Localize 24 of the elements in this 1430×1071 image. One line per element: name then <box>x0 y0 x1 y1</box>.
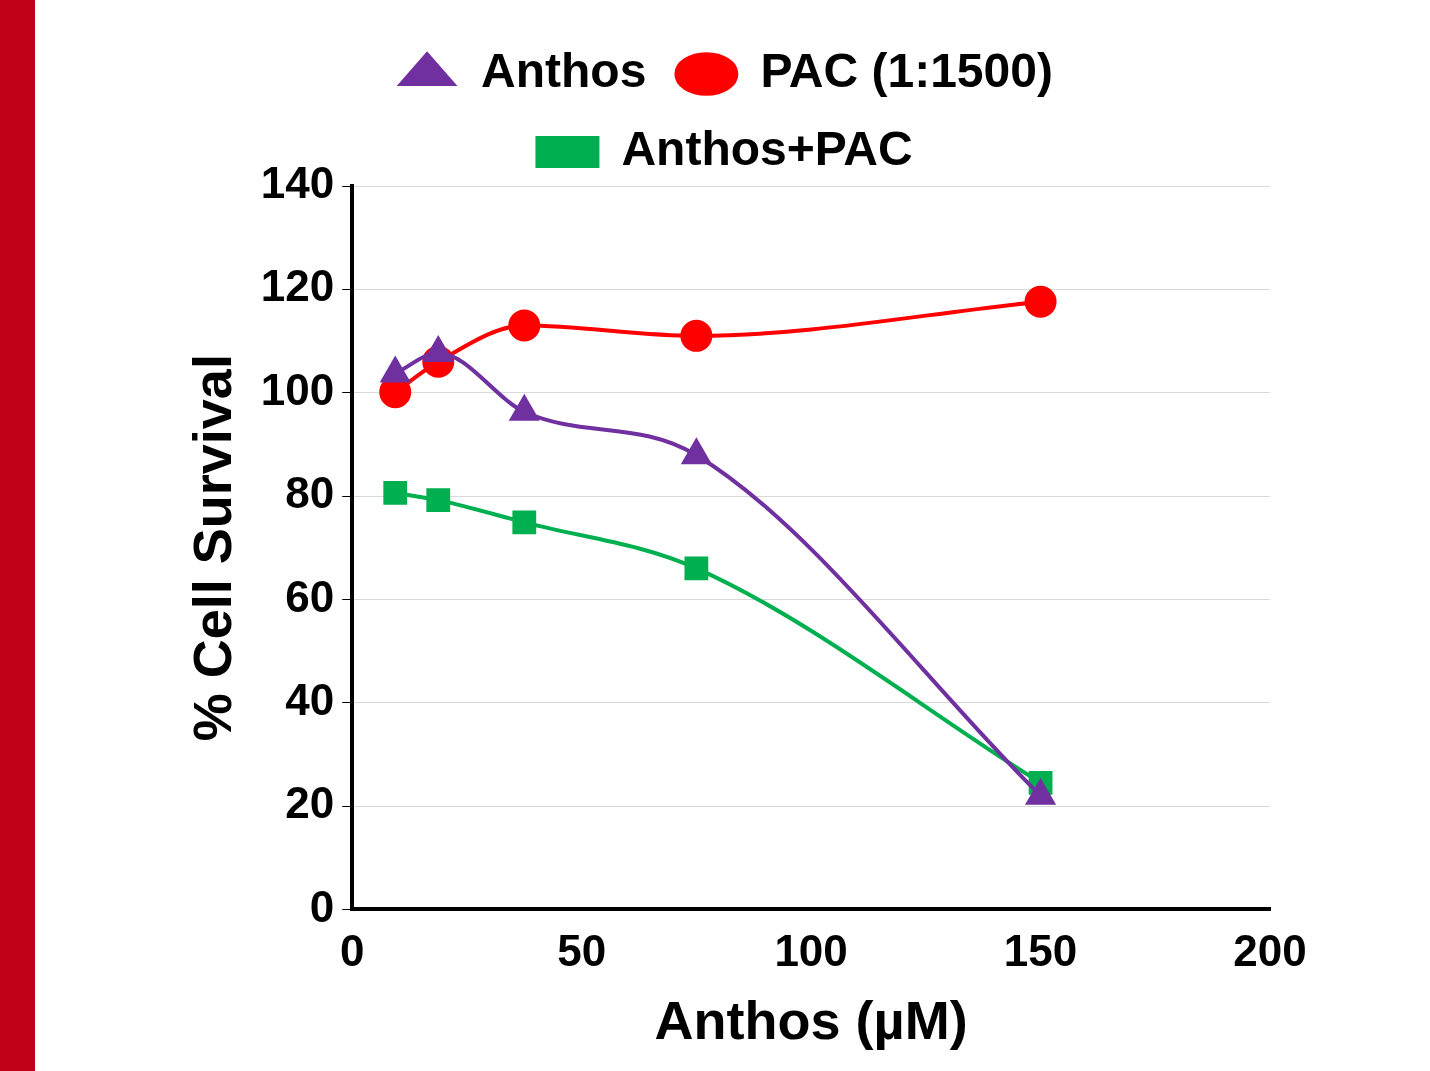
x-tick-label: 150 <box>1003 925 1078 975</box>
y-tick-label: 60 <box>285 571 335 621</box>
y-axis-title: % Cell Survival <box>182 354 243 742</box>
x-tick-label: 200 <box>1233 925 1307 975</box>
point <box>512 510 537 535</box>
y-tick-label: 100 <box>260 364 335 414</box>
y-tick-label: 20 <box>285 778 335 828</box>
x-tick-label: 50 <box>557 925 607 975</box>
point <box>383 481 408 505</box>
y-tick-label: 40 <box>285 674 335 724</box>
point <box>680 319 713 352</box>
x-tick-label: 100 <box>774 925 848 975</box>
legend-label: PAC (1:1500) <box>760 44 1053 98</box>
legend-label: Anthos+PAC <box>621 122 913 176</box>
y-tick-label: 120 <box>260 261 335 311</box>
point <box>1024 285 1057 318</box>
y-tick-label: 140 <box>260 158 335 208</box>
point <box>426 488 451 513</box>
y-tick-label: 0 <box>309 881 335 931</box>
point <box>508 309 541 342</box>
point <box>684 556 709 581</box>
legend-label: Anthos <box>481 44 647 98</box>
y-tick-label: 80 <box>285 468 335 518</box>
x-axis-title: Anthos (µM) <box>654 990 968 1051</box>
